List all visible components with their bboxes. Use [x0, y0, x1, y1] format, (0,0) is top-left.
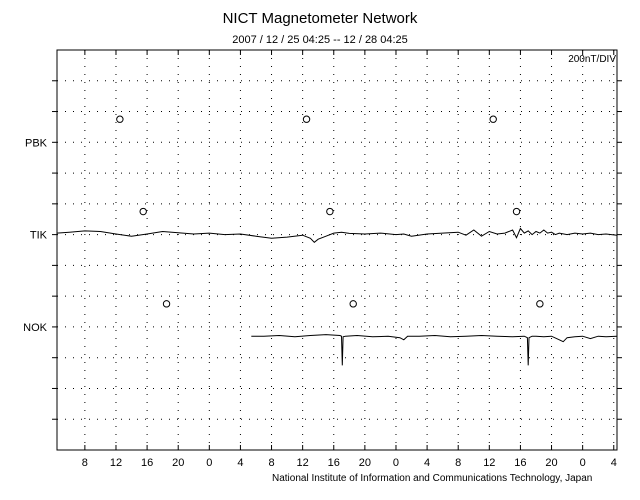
midnight-marker	[489, 115, 497, 123]
chart-subtitle: 2007 / 12 / 25 04:25 -- 12 / 28 04:25	[232, 34, 408, 46]
x-tick-label: 4	[611, 457, 617, 469]
x-tick-label: 8	[455, 457, 461, 469]
chart-title: NICT Magnetometer Network	[222, 10, 418, 27]
x-tick-label: 12	[297, 457, 309, 469]
midnight-marker	[302, 115, 311, 123]
x-tick-label: 8	[82, 457, 88, 469]
station-labels: PBK TIK NOK	[23, 137, 48, 334]
midnight-marker	[139, 207, 147, 216]
grid	[57, 50, 617, 450]
plot-frame	[52, 49, 622, 451]
midnight-marker	[512, 207, 521, 216]
x-tick-label: 0	[393, 457, 399, 469]
midnight-marker	[116, 115, 124, 123]
traces	[56, 227, 617, 366]
midnight-marker	[162, 300, 171, 308]
scale-label: 200nT/DIV	[568, 54, 616, 65]
x-tick-label: 8	[268, 457, 274, 469]
x-tick-label: 16	[328, 457, 340, 469]
x-tick-label: 0	[206, 457, 212, 469]
x-tick-label: 20	[359, 457, 371, 469]
x-tick-label: 0	[580, 457, 586, 469]
station-label-pbk: PBK	[25, 137, 48, 149]
x-tick-label: 4	[237, 457, 243, 469]
midnight-marker	[326, 207, 334, 216]
midnight-marker	[536, 300, 544, 308]
x-tick-label: 20	[545, 457, 557, 469]
midnight-markers	[116, 115, 544, 308]
x-axis-ticks: 8 12 16 20 0 4 8 12 16 20 0 4 8 12 16 20 0 4	[82, 50, 617, 469]
midnight-marker	[349, 300, 357, 308]
credit-label: National Institute of Information and Co…	[272, 473, 593, 484]
plot-border	[56, 49, 618, 451]
x-tick-label: 16	[141, 457, 153, 469]
station-label-nok: NOK	[23, 322, 48, 334]
station-label-tik: TIK	[30, 230, 48, 242]
x-tick-label: 12	[110, 457, 122, 469]
x-tick-label: 16	[514, 457, 526, 469]
trace-nok	[251, 334, 617, 366]
trace-tik	[56, 227, 617, 243]
x-tick-label: 12	[483, 457, 495, 469]
x-tick-label: 4	[424, 457, 430, 469]
x-tick-label: 20	[172, 457, 184, 469]
